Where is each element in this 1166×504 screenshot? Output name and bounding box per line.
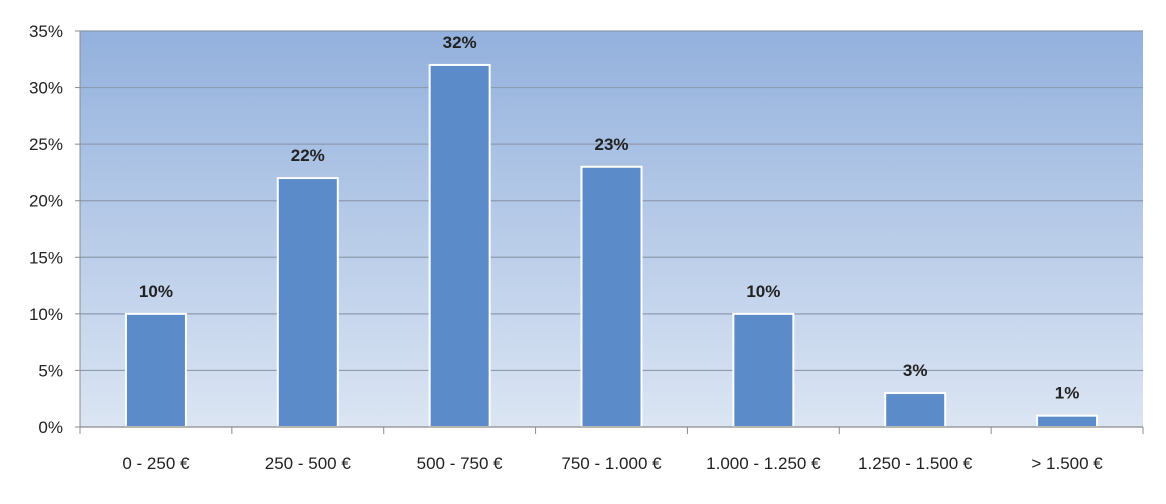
y-tick-label: 25% [29, 135, 63, 154]
x-tick-label: 250 - 500 € [265, 454, 352, 473]
x-tick-label: 750 - 1.000 € [561, 454, 662, 473]
bar [884, 392, 947, 428]
bar [732, 312, 795, 429]
data-label: 3% [903, 361, 928, 380]
y-tick-label: 0% [38, 418, 63, 437]
data-label: 10% [139, 282, 173, 301]
data-label: 1% [1055, 384, 1080, 403]
y-tick-label: 10% [29, 305, 63, 324]
bar [276, 177, 339, 428]
x-tick-label: 1.250 - 1.500 € [858, 454, 973, 473]
x-tick-label: 0 - 250 € [122, 454, 190, 473]
y-tick-label: 20% [29, 192, 63, 211]
data-label: 32% [443, 33, 477, 52]
x-tick-label: 1.000 - 1.250 € [706, 454, 821, 473]
bar [124, 312, 187, 429]
labels: 0% 5% 10% 15% 20% 25% 30% 35% 10% 0 - 250 € 22% 250… [29, 22, 1103, 473]
x-tick-label: > 1.500 € [1031, 454, 1103, 473]
bar [1036, 414, 1099, 428]
x-tick-label: 500 - 750 € [417, 454, 504, 473]
y-tick-label: 30% [29, 79, 63, 98]
data-label: 22% [291, 146, 325, 165]
y-tick-label: 35% [29, 22, 63, 41]
data-label: 10% [746, 282, 780, 301]
bar [428, 63, 491, 428]
bar [580, 165, 643, 428]
axes [75, 30, 1144, 434]
y-tick-label: 5% [38, 361, 63, 380]
data-label: 23% [594, 135, 628, 154]
y-tick-label: 15% [29, 248, 63, 267]
